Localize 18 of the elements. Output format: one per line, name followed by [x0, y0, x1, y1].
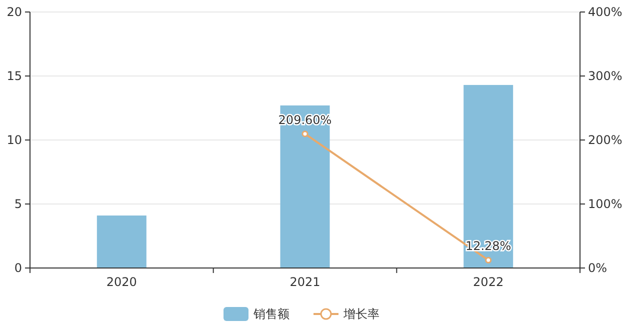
legend-label: 增长率 [342, 307, 380, 321]
y-tick-label: 5 [14, 197, 22, 211]
bar [464, 84, 514, 268]
y-tick-label: 20 [6, 5, 22, 19]
y2-tick-label: 100% [588, 197, 622, 211]
bar [280, 105, 330, 268]
y-tick-label: 0 [14, 261, 22, 275]
y2-tick-label: 300% [588, 69, 622, 83]
x-tick-label: 2021 [290, 275, 320, 289]
legend-label: 销售额 [252, 307, 290, 321]
y-tick-label: 15 [6, 69, 22, 83]
y-tick-label: 10 [6, 133, 22, 147]
bar [96, 216, 146, 268]
x-tick-label: 2022 [473, 275, 504, 289]
y2-tick-label: 200% [588, 133, 622, 147]
x-tick-label: 2020 [106, 275, 137, 289]
y2-tick-label: 0% [588, 261, 608, 275]
y2-tick-label: 400% [588, 5, 622, 19]
